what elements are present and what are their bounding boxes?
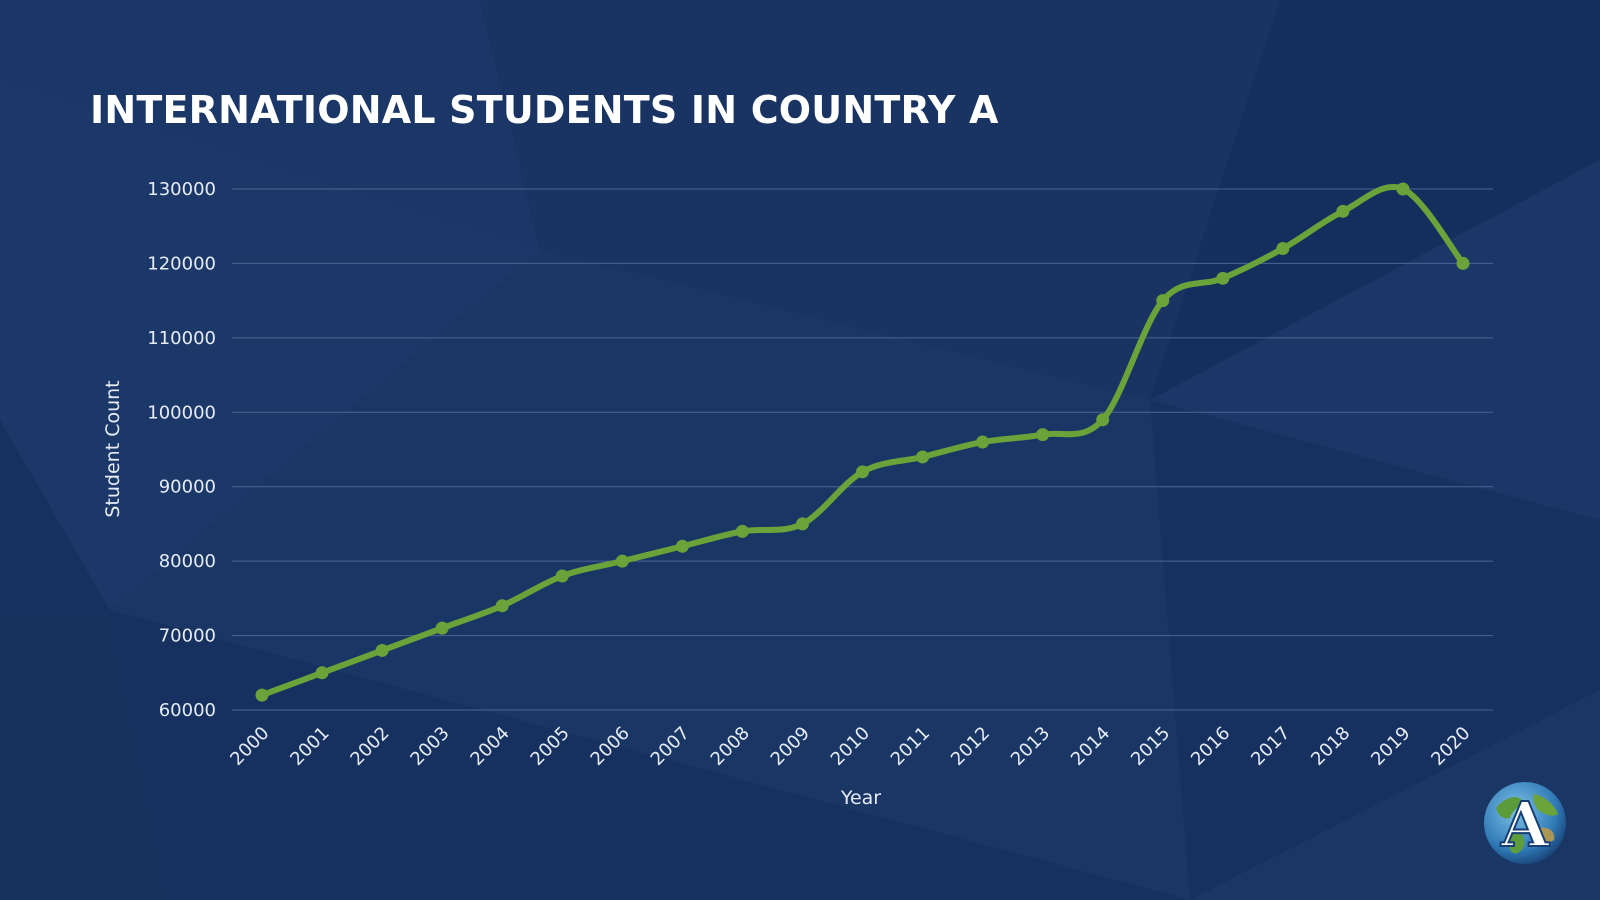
y-tick-label: 70000 (159, 626, 216, 647)
y-tick-label: 120000 (147, 253, 216, 274)
series-line (259, 184, 1466, 699)
x-tick-label: 2013 (1007, 723, 1054, 770)
x-axis-label: Year (840, 787, 881, 809)
y-tick-label: 130000 (147, 179, 216, 200)
data-point-2010 (856, 465, 869, 479)
y-tick-label: 80000 (159, 551, 216, 572)
y-axis-ticks: 60000 70000 80000 90000 100000 110000 120000 13… (147, 179, 216, 721)
data-point-2004 (495, 599, 509, 613)
x-tick-label: 2000 (226, 723, 273, 770)
data-point-2018 (1336, 204, 1350, 218)
data-point-2014 (1096, 413, 1110, 427)
data-point-2008 (735, 524, 749, 538)
x-tick-label: 2012 (947, 723, 994, 770)
x-tick-label: 2016 (1187, 723, 1234, 770)
data-point-2017 (1276, 242, 1290, 256)
x-tick-label: 2006 (587, 723, 634, 770)
x-tick-label: 2020 (1427, 723, 1474, 770)
data-point-2015 (1156, 294, 1170, 308)
data-point-2011 (916, 450, 930, 464)
x-tick-label: 2011 (887, 723, 934, 770)
x-tick-label: 2001 (286, 723, 333, 770)
x-tick-label: 2003 (406, 723, 453, 770)
data-point-2012 (976, 435, 990, 449)
x-tick-label: 2007 (647, 723, 694, 770)
chart-title: INTERNATIONAL STUDENTS IN COUNTRY A (90, 88, 999, 132)
globe-logo-icon: A (1484, 782, 1566, 864)
x-tick-label: 2015 (1127, 723, 1174, 770)
data-point-2007 (675, 539, 689, 553)
data-point-2000 (255, 688, 269, 702)
x-tick-label: 2008 (707, 723, 754, 770)
x-tick-label: 2004 (466, 723, 513, 770)
y-tick-label: 100000 (147, 402, 216, 423)
data-point-2002 (375, 643, 389, 657)
data-point-2003 (435, 621, 449, 635)
data-point-2009 (795, 517, 809, 531)
y-tick-label: 90000 (159, 477, 216, 498)
data-point-2019 (1396, 182, 1410, 196)
data-point-2013 (1036, 428, 1050, 442)
y-axis-label: Student Count (102, 380, 124, 517)
data-point-2001 (315, 666, 329, 680)
x-tick-label: 2009 (767, 723, 814, 770)
data-point-2020 (1456, 256, 1470, 270)
x-tick-label: 2010 (827, 723, 874, 770)
x-tick-label: 2017 (1247, 723, 1294, 770)
logo-letter: A (1500, 788, 1550, 861)
x-tick-label: 2002 (346, 723, 393, 770)
x-tick-label: 2018 (1307, 723, 1354, 770)
x-tick-label: 2005 (527, 723, 574, 770)
y-tick-label: 60000 (159, 700, 216, 721)
x-axis-ticks: 2000 2001 2002 2003 2004 2005 2006 2007 2008 2009… (226, 723, 1474, 770)
data-point-2016 (1216, 271, 1230, 285)
data-point-2006 (615, 554, 629, 568)
grid-lines (232, 188, 1493, 711)
data-point-2005 (555, 569, 569, 583)
x-tick-label: 2019 (1367, 723, 1414, 770)
x-tick-label: 2014 (1067, 723, 1114, 770)
y-tick-label: 110000 (147, 328, 216, 349)
data-points (255, 182, 1470, 702)
